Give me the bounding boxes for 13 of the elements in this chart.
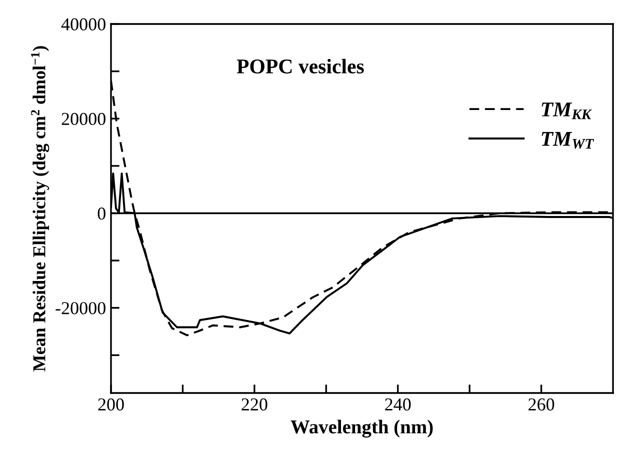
x-tick-label: 220 bbox=[242, 398, 268, 411]
x-axis-title: Wavelength (nm) bbox=[290, 420, 433, 438]
x-tick-label: 260 bbox=[528, 398, 554, 411]
y-tick-label: 40000 bbox=[61, 18, 106, 30]
y-tick-label: -20000 bbox=[56, 302, 106, 314]
y-axis-title: Mean Residue Ellipticity (deg cm$^{2}$ dmol$^{−1}$) bbox=[31, 46, 50, 372]
x-tick-label: 240 bbox=[385, 398, 411, 411]
annotation: POPC vesicles bbox=[236, 58, 364, 74]
y-tick-label: 0 bbox=[98, 207, 106, 220]
y-tick-label: 20000 bbox=[62, 112, 106, 126]
x-tick-label: 200 bbox=[98, 398, 124, 411]
legend-label: TM$_{WT}$ bbox=[542, 132, 594, 149]
legend-label: TM$_{KK}$ bbox=[542, 102, 592, 120]
